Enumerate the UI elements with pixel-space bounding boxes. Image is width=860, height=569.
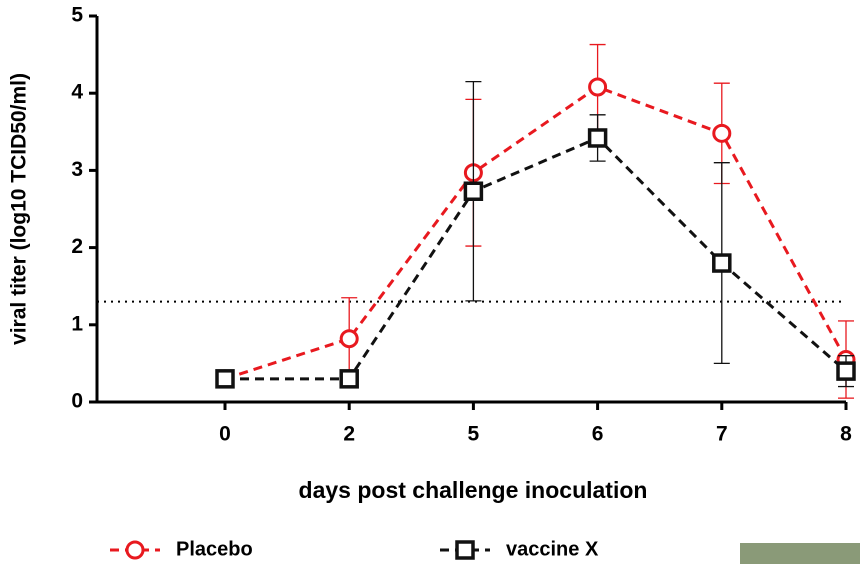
data-point <box>215 369 235 389</box>
y-axis-label: viral titer (log10 TCID50/ml) <box>8 73 31 345</box>
data-point <box>463 181 484 201</box>
corner-image <box>740 543 860 564</box>
x-tick-label: 6 <box>592 423 604 446</box>
x-tick-label: 0 <box>219 423 231 446</box>
y-tick-label: 3 <box>71 158 83 181</box>
x-tick-label: 2 <box>343 423 355 446</box>
series-line <box>225 136 847 381</box>
x-tick-label: 8 <box>840 423 852 446</box>
data-point <box>712 253 732 273</box>
y-tick-label: 1 <box>71 312 83 335</box>
y-tick-label: 5 <box>71 4 83 27</box>
data-point <box>587 128 608 148</box>
x-axis-label: days post challenge inoculation <box>299 477 648 503</box>
legend-label: vaccine X <box>506 538 599 560</box>
data-point <box>836 361 856 381</box>
data-point <box>339 369 359 389</box>
legend-marker <box>125 540 145 560</box>
x-tick-label: 5 <box>468 423 480 446</box>
y-tick-label: 0 <box>71 390 83 413</box>
legend-marker <box>455 540 475 560</box>
y-tick-label: 4 <box>71 81 83 104</box>
data-point <box>339 329 359 349</box>
legend-label: Placebo <box>176 538 253 560</box>
y-tick-label: 2 <box>71 235 83 258</box>
data-point <box>712 123 732 143</box>
data-point <box>588 77 608 97</box>
x-tick-label: 7 <box>716 423 728 446</box>
series-line <box>224 85 848 381</box>
